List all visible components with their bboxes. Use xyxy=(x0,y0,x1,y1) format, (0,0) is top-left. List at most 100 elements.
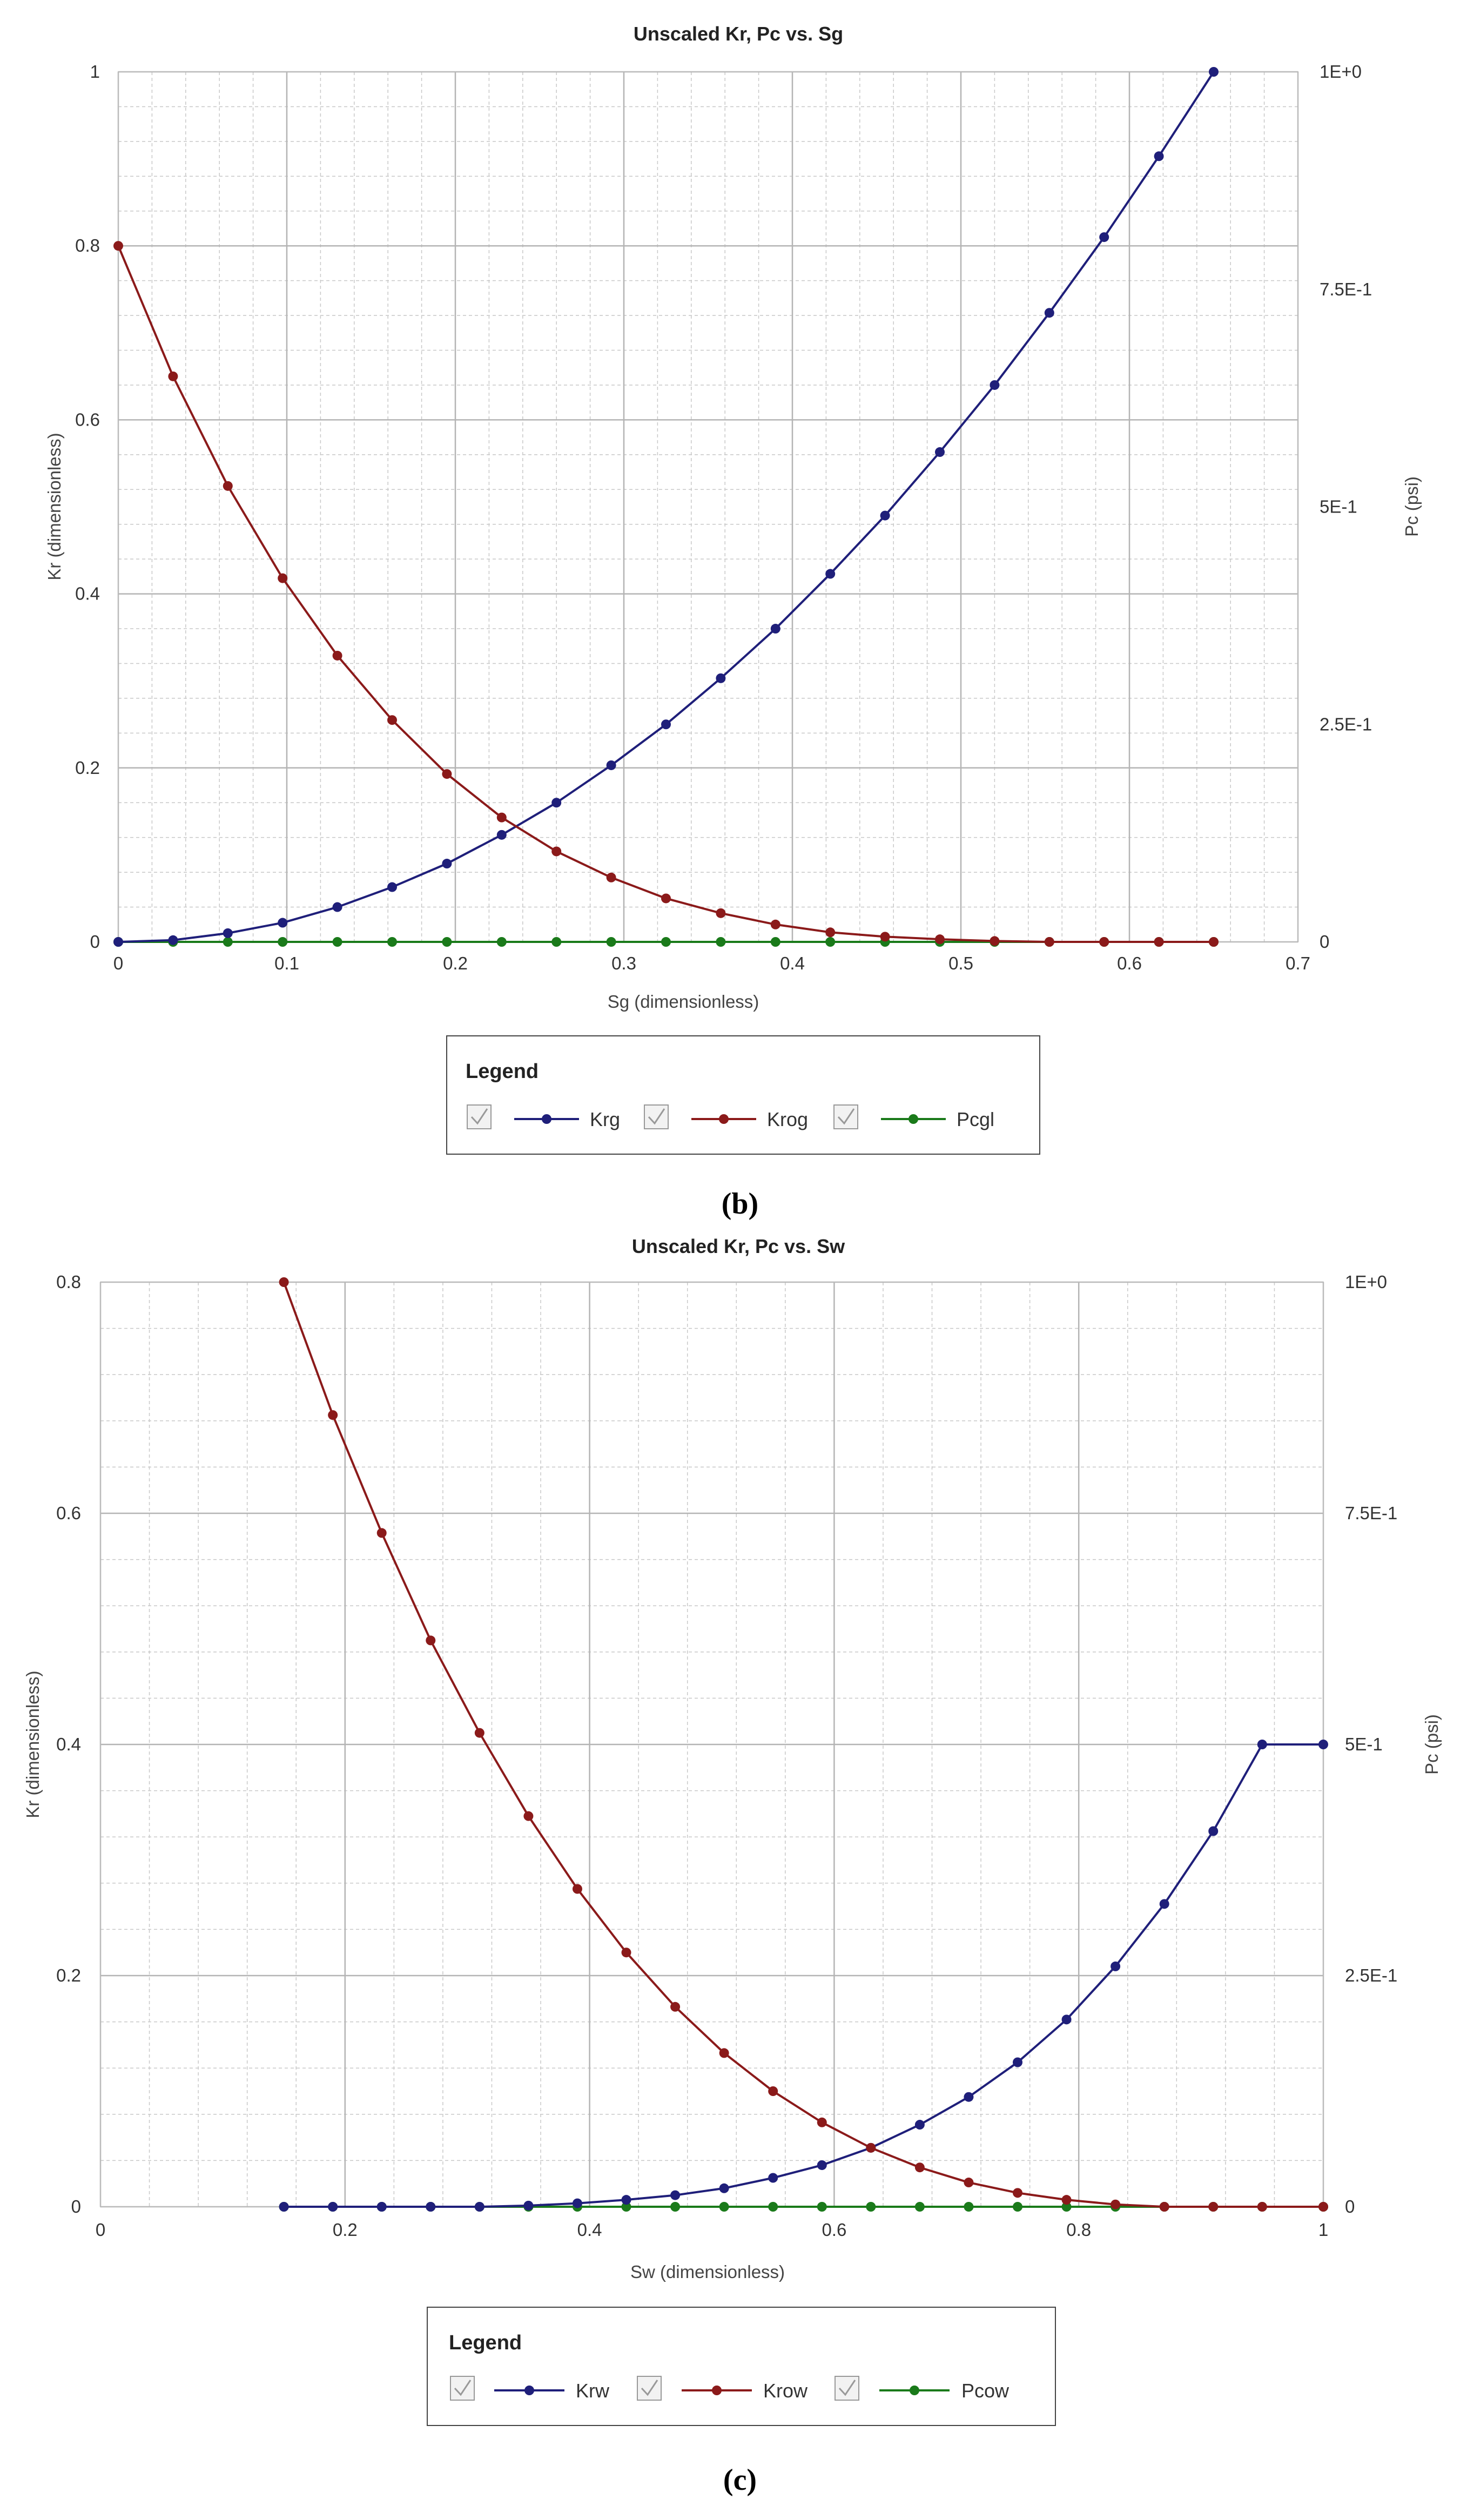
data-point-krog xyxy=(1044,937,1054,947)
plot-grid xyxy=(99,1281,1324,2208)
y2-tick-labels: 0 2.5E-1 5E-1 7.5E-1 1E+0 xyxy=(1345,1272,1397,2216)
chart-sg: Unscaled Kr, Pc vs. Sg 0 0.1 0.2 0.3 0.4 0.5 0… xyxy=(44,23,1422,1221)
data-point-krw xyxy=(523,2200,534,2211)
y2-axis-label: Pc (psi) xyxy=(1402,476,1422,537)
data-point-krog xyxy=(935,934,945,945)
data-point-krw xyxy=(1257,1740,1267,1749)
check-icon xyxy=(470,1108,488,1125)
legend-marker xyxy=(909,1114,918,1124)
data-point-krg xyxy=(113,937,123,947)
data-point-pcgl xyxy=(825,937,836,947)
chart-title: Unscaled Kr, Pc vs. Sw xyxy=(632,1235,845,1257)
data-point-krw xyxy=(1208,1826,1219,1836)
legend-checkbox[interactable] xyxy=(644,1104,669,1129)
x-tick-label: 0.3 xyxy=(611,953,636,973)
legend: Legend Krg Krog Pcgl xyxy=(446,1035,1040,1155)
data-point-pcgl xyxy=(551,937,562,947)
x-tick-label: 1 xyxy=(1318,2220,1328,2240)
legend-label: Krow xyxy=(763,2380,808,2402)
data-point-krw xyxy=(1013,2057,1022,2067)
data-point-krog xyxy=(1209,937,1219,947)
figure-caption: (c) xyxy=(723,2463,757,2497)
data-point-pcgl xyxy=(716,937,726,947)
legend-checkbox[interactable] xyxy=(637,2376,662,2401)
data-point-krg xyxy=(278,918,288,928)
legend-item-krw[interactable]: Krw xyxy=(450,2376,610,2402)
data-point-krg xyxy=(551,798,562,808)
data-point-krow xyxy=(328,1410,338,1420)
data-point-krog xyxy=(223,481,233,491)
data-point-pcgl xyxy=(278,937,288,947)
data-point-krow xyxy=(474,1728,484,1738)
legend-item-pcow[interactable]: Pcow xyxy=(835,2376,1010,2402)
data-point-krg xyxy=(661,719,671,730)
data-point-krw xyxy=(670,2190,681,2200)
y-tick-label: 0.6 xyxy=(75,409,100,429)
data-point-krg xyxy=(716,673,726,683)
y-tick-labels: 0 0.2 0.4 0.6 0.8 1 xyxy=(75,62,100,952)
data-point-krw xyxy=(426,2202,436,2212)
x-tick-label: 0 xyxy=(113,953,123,973)
data-point-pcgl xyxy=(496,937,507,947)
legend-marker xyxy=(542,1114,551,1124)
data-point-krw xyxy=(621,2195,631,2205)
legend-checkbox[interactable] xyxy=(833,1104,858,1129)
series-layer xyxy=(279,1277,1328,2212)
legend-item-pcgl[interactable]: Pcgl xyxy=(833,1104,994,1130)
data-point-krow xyxy=(1111,2199,1121,2209)
data-point-krw xyxy=(914,2120,925,2130)
chart-sw: Unscaled Kr, Pc vs. Sw 0 0.2 0.4 0.6 0.8 1 0 0… xyxy=(23,1235,1442,2497)
x-axis-label: Sg (dimensionless) xyxy=(608,992,759,1012)
data-point-krog xyxy=(168,371,178,381)
data-point-krog xyxy=(716,908,726,918)
plot-grid xyxy=(117,71,1299,943)
legend-item-krog[interactable]: Krog xyxy=(644,1104,808,1130)
y-tick-label: 1 xyxy=(90,62,100,82)
data-point-krow xyxy=(719,2048,729,2058)
x-tick-label: 0 xyxy=(96,2220,105,2240)
data-point-krow xyxy=(426,1635,436,1646)
data-point-krow xyxy=(964,2178,974,2188)
data-point-pcgl xyxy=(387,937,397,947)
data-point-pcow xyxy=(719,2202,729,2212)
y-tick-label: 0.4 xyxy=(75,584,100,604)
data-point-krg xyxy=(770,624,780,634)
data-point-krow xyxy=(1061,2195,1072,2205)
legend-marker xyxy=(712,2386,722,2395)
data-point-krw xyxy=(1318,1740,1328,1749)
data-point-pcow xyxy=(1013,2202,1022,2212)
data-point-krw xyxy=(768,2173,778,2183)
series-layer xyxy=(113,67,1219,947)
data-point-krw xyxy=(474,2202,484,2212)
data-point-krg xyxy=(935,447,945,457)
data-point-krw xyxy=(964,2092,974,2102)
legend-marker xyxy=(910,2386,919,2395)
legend-item-krg[interactable]: Krg xyxy=(467,1104,620,1130)
data-point-krw xyxy=(376,2202,387,2212)
legend-item-krow[interactable]: Krow xyxy=(637,2376,808,2402)
x-tick-label: 0.7 xyxy=(1286,953,1310,973)
data-point-pcgl xyxy=(606,937,616,947)
data-point-krow xyxy=(279,1277,289,1287)
data-point-krow xyxy=(914,2162,925,2173)
legend-label: Krg xyxy=(590,1108,620,1130)
legend-checkbox[interactable] xyxy=(467,1104,492,1129)
data-point-krw xyxy=(1159,1899,1169,1909)
check-icon xyxy=(838,2380,856,2396)
data-point-krow xyxy=(1318,2202,1328,2212)
legend-checkbox[interactable] xyxy=(450,2376,475,2401)
figure-caption: (b) xyxy=(722,1187,758,1221)
y-tick-labels: 0 0.2 0.4 0.6 0.8 xyxy=(56,1272,81,2216)
data-point-pcow xyxy=(670,2202,681,2212)
data-point-krow xyxy=(670,2002,681,2012)
check-icon xyxy=(641,2380,658,2396)
chart-title: Unscaled Kr, Pc vs. Sg xyxy=(634,23,843,45)
x-tick-labels: 0 0.1 0.2 0.3 0.4 0.5 0.6 0.7 xyxy=(113,953,1310,973)
y-tick-label: 0.2 xyxy=(75,758,100,778)
y2-tick-labels: 0 2.5E-1 5E-1 7.5E-1 1E+0 xyxy=(1320,62,1372,952)
data-point-krg xyxy=(1209,67,1219,77)
data-point-krow xyxy=(866,2142,876,2153)
legend-checkbox[interactable] xyxy=(835,2376,859,2401)
data-point-krg xyxy=(1099,232,1109,242)
